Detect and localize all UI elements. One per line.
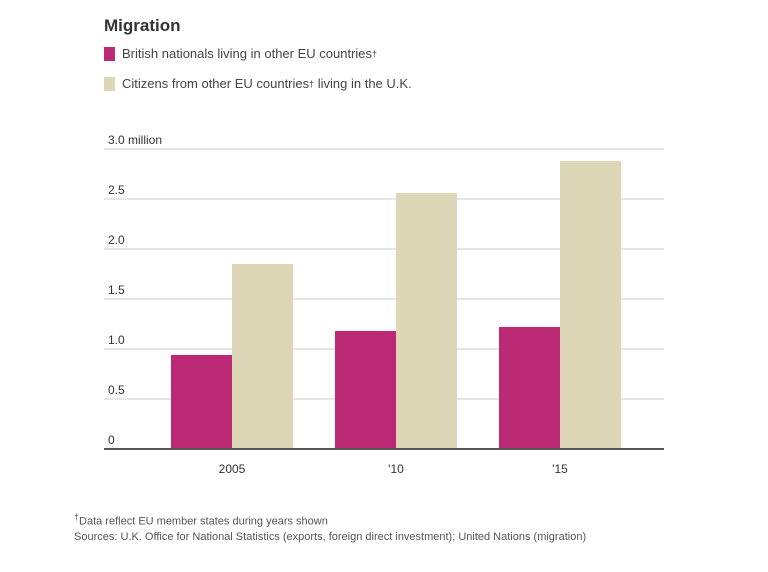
x-tick-label: 2005	[219, 462, 246, 476]
sources: Sources: U.K. Office for National Statis…	[74, 531, 587, 543]
dagger-marker: †	[309, 78, 315, 89]
footnote: †Data reflect EU member states during ye…	[74, 512, 328, 528]
y-tick-label: 2.0	[108, 233, 125, 247]
y-tick-label: 0	[108, 433, 115, 447]
y-tick-label: 0.5	[108, 383, 125, 397]
footnote-text: Data reflect EU member states during yea…	[79, 515, 328, 528]
bar-british	[171, 355, 232, 449]
bar-citizens	[232, 264, 293, 449]
y-tick-label: 1.0	[108, 333, 125, 347]
y-tick-label: 1.5	[108, 283, 125, 297]
legend-swatch-citizens	[104, 76, 115, 91]
legend-swatch-british	[104, 46, 115, 61]
legend-label-british: British nationals living in other EU cou…	[122, 46, 373, 61]
bar-british	[335, 331, 396, 449]
x-tick-label: '15	[552, 462, 568, 476]
x-tick-label: '10	[388, 462, 404, 476]
legend-item-british: British nationals living in other EU cou…	[104, 46, 377, 61]
y-tick-label: 3.0 million	[108, 133, 162, 147]
y-tick-label: 2.5	[108, 183, 125, 197]
dagger-marker: †	[372, 48, 378, 59]
bar-citizens	[396, 193, 457, 449]
legend-item-citizens: Citizens from other EU countries † living…	[104, 76, 412, 91]
legend-label-citizens: Citizens from other EU countries	[122, 76, 310, 91]
chart-title: Migration	[104, 16, 181, 35]
dagger-marker: †	[74, 512, 80, 522]
bar-citizens	[560, 161, 621, 449]
bar-british	[499, 327, 560, 449]
legend-label-citizens-suffix: living in the U.K.	[314, 76, 412, 91]
